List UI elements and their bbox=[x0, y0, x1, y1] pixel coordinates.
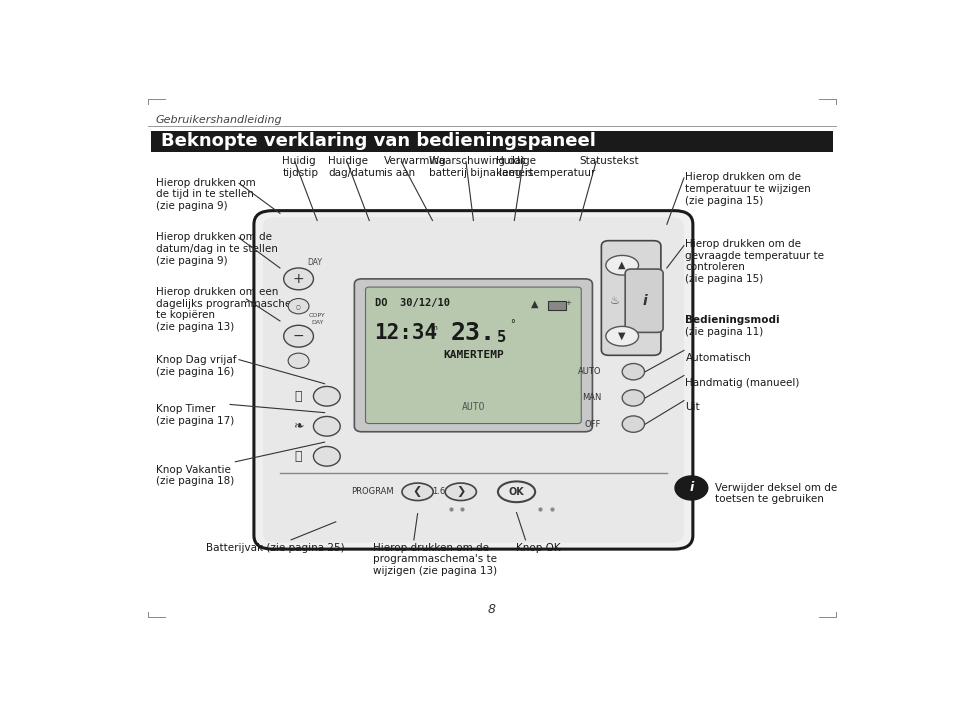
Text: i: i bbox=[689, 481, 693, 494]
Circle shape bbox=[313, 447, 340, 466]
Circle shape bbox=[288, 353, 309, 369]
Text: Uit: Uit bbox=[685, 402, 700, 412]
Text: Statustekst: Statustekst bbox=[580, 156, 639, 166]
Text: Knop Dag vrijaf
(zie pagina 16): Knop Dag vrijaf (zie pagina 16) bbox=[156, 355, 236, 377]
Text: °: ° bbox=[511, 318, 516, 329]
Text: Verwijder deksel om de
toetsen te gebruiken: Verwijder deksel om de toetsen te gebrui… bbox=[715, 483, 837, 504]
Text: COPY: COPY bbox=[309, 313, 325, 318]
Text: Handmatig (manueel): Handmatig (manueel) bbox=[685, 378, 800, 388]
Text: m: m bbox=[430, 325, 437, 331]
Text: Hierop drukken om een
dagelijks programmaschema
te kopiëren
(zie pagina 13): Hierop drukken om een dagelijks programm… bbox=[156, 287, 307, 332]
Text: +: + bbox=[293, 272, 304, 286]
Text: (zie pagina 11): (zie pagina 11) bbox=[685, 328, 764, 337]
FancyBboxPatch shape bbox=[625, 269, 663, 333]
Text: +: + bbox=[565, 301, 571, 306]
Text: Batterijvak (zie pagina 25): Batterijvak (zie pagina 25) bbox=[205, 542, 345, 552]
Text: Verwarming
is aan: Verwarming is aan bbox=[384, 156, 446, 178]
Circle shape bbox=[313, 386, 340, 406]
Text: Hierop drukken om de
temperatuur te wijzigen
(zie pagina 15): Hierop drukken om de temperatuur te wijz… bbox=[685, 172, 811, 206]
Text: Huidige
dag/datum: Huidige dag/datum bbox=[328, 156, 385, 178]
Text: Gebruikershandleiding: Gebruikershandleiding bbox=[156, 115, 282, 125]
Text: ❮: ❮ bbox=[413, 486, 422, 497]
Circle shape bbox=[622, 416, 644, 432]
Text: AUTO: AUTO bbox=[462, 402, 485, 412]
Circle shape bbox=[675, 476, 708, 500]
Text: DAY: DAY bbox=[311, 320, 324, 325]
Text: KAMERTEMP: KAMERTEMP bbox=[443, 350, 504, 360]
Circle shape bbox=[284, 325, 314, 347]
Text: Huidig
tijdstip: Huidig tijdstip bbox=[282, 156, 318, 178]
Text: −: − bbox=[293, 329, 304, 343]
Text: Hierop drukken om
de tijd in te stellen
(zie pagina 9): Hierop drukken om de tijd in te stellen … bbox=[156, 178, 255, 211]
FancyBboxPatch shape bbox=[354, 279, 592, 432]
Text: Automatisch: Automatisch bbox=[685, 352, 751, 362]
Circle shape bbox=[288, 298, 309, 314]
Text: i: i bbox=[642, 294, 647, 308]
Text: MAN: MAN bbox=[582, 393, 601, 403]
Text: Hierop drukken om de
gevraagde temperatuur te
controleren
(zie pagina 15): Hierop drukken om de gevraagde temperatu… bbox=[685, 239, 825, 284]
Text: OK: OK bbox=[509, 487, 524, 497]
Text: AUTO: AUTO bbox=[578, 367, 601, 376]
Text: ♨: ♨ bbox=[610, 296, 620, 306]
Text: Hierop drukken om de
datum/dag in te stellen
(zie pagina 9): Hierop drukken om de datum/dag in te ste… bbox=[156, 233, 277, 266]
Text: PROGRAM: PROGRAM bbox=[350, 487, 394, 496]
Text: ❧: ❧ bbox=[294, 420, 303, 432]
Text: 5: 5 bbox=[497, 330, 506, 345]
Ellipse shape bbox=[606, 326, 638, 346]
Text: 12:34: 12:34 bbox=[373, 323, 437, 343]
Text: Waarschuwing dat
batterij bijna leeg is: Waarschuwing dat batterij bijna leeg is bbox=[429, 156, 533, 178]
FancyBboxPatch shape bbox=[366, 287, 581, 423]
Text: DAY: DAY bbox=[307, 258, 323, 267]
FancyBboxPatch shape bbox=[263, 217, 684, 542]
Ellipse shape bbox=[445, 483, 476, 501]
Text: OFF: OFF bbox=[585, 420, 601, 429]
Text: ⛱: ⛱ bbox=[295, 390, 302, 403]
Circle shape bbox=[622, 390, 644, 406]
Text: ▲: ▲ bbox=[618, 260, 626, 270]
Ellipse shape bbox=[498, 481, 535, 502]
Text: ▲: ▲ bbox=[532, 298, 539, 308]
Circle shape bbox=[313, 416, 340, 436]
Text: Knop Timer
(zie pagina 17): Knop Timer (zie pagina 17) bbox=[156, 404, 234, 426]
Text: ○: ○ bbox=[297, 303, 300, 308]
FancyBboxPatch shape bbox=[152, 131, 832, 152]
Circle shape bbox=[622, 364, 644, 380]
Text: 23.: 23. bbox=[451, 321, 496, 345]
Text: Huidige
kamertemperatuur: Huidige kamertemperatuur bbox=[495, 156, 595, 178]
Text: ⛱: ⛱ bbox=[295, 450, 302, 463]
Circle shape bbox=[284, 268, 314, 290]
Text: ▼: ▼ bbox=[618, 331, 626, 341]
Ellipse shape bbox=[402, 483, 433, 501]
FancyBboxPatch shape bbox=[601, 240, 660, 355]
Text: Knop OK: Knop OK bbox=[516, 542, 561, 552]
Text: 8: 8 bbox=[488, 603, 496, 615]
Text: Bedieningsmodi: Bedieningsmodi bbox=[685, 316, 780, 325]
Ellipse shape bbox=[606, 255, 638, 275]
FancyBboxPatch shape bbox=[253, 211, 693, 549]
Text: Knop Vakantie
(zie pagina 18): Knop Vakantie (zie pagina 18) bbox=[156, 464, 234, 486]
Text: 1.6: 1.6 bbox=[432, 487, 445, 496]
FancyBboxPatch shape bbox=[548, 301, 565, 310]
Text: Hierop drukken om de
programmaschema's te
wijzigen (zie pagina 13): Hierop drukken om de programmaschema's t… bbox=[372, 542, 497, 576]
Text: Beknopte verklaring van bedieningspaneel: Beknopte verklaring van bedieningspaneel bbox=[161, 132, 596, 150]
Text: ❯: ❯ bbox=[456, 486, 466, 497]
Text: DO  30/12/10: DO 30/12/10 bbox=[375, 298, 450, 308]
